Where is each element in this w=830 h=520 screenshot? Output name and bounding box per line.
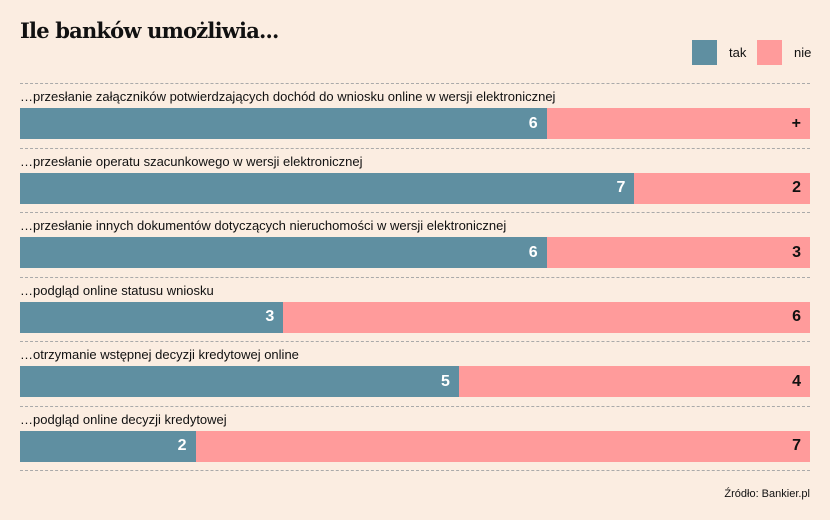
bar-value-tak: 5 xyxy=(440,372,450,390)
divider xyxy=(20,341,810,342)
chart-title: Ile banków umożliwia... xyxy=(20,18,279,43)
bar-value-nie: + xyxy=(791,114,801,132)
divider xyxy=(20,405,810,407)
stacked-bar: 6 + xyxy=(20,108,810,139)
bar-value-nie: 7 xyxy=(792,437,801,454)
row-label: …przesłanie operatu szacunkowego w wersj… xyxy=(20,153,363,169)
bar-segment-tak: 6 xyxy=(20,237,547,268)
row-label: …przesłanie innych dokumentów dotyczącyc… xyxy=(20,218,507,233)
bar-value-tak: 2 xyxy=(177,437,187,454)
bar-value-tak: 6 xyxy=(528,243,538,261)
bar-segment-tak: 3 xyxy=(20,301,284,333)
bar-value-nie: 6 xyxy=(792,308,801,325)
bar-value-nie: 2 xyxy=(792,179,801,196)
legend: tak nie xyxy=(692,40,822,65)
bar-segment-nie: 4 xyxy=(458,366,810,397)
bar-value-tak: 7 xyxy=(616,179,626,196)
legend-label-nie: nie xyxy=(794,45,812,60)
bar-value-tak: 3 xyxy=(265,308,275,325)
bar-segment-tak: 7 xyxy=(20,172,635,204)
legend-label-tak: tak xyxy=(729,45,747,60)
row-label: …podgląd online statusu wniosku xyxy=(20,282,214,298)
divider xyxy=(20,147,810,149)
divider xyxy=(20,212,810,213)
bar-segment-nie: 7 xyxy=(195,430,810,462)
bar-value-nie: 4 xyxy=(792,372,801,390)
bar-segment-tak: 2 xyxy=(20,430,196,462)
legend-swatch-nie xyxy=(757,40,782,65)
bar-value-nie: 3 xyxy=(792,243,801,261)
legend-item-nie: nie xyxy=(757,40,811,65)
legend-item-tak: tak xyxy=(692,40,746,65)
bar-segment-nie: 3 xyxy=(546,237,810,268)
row-label: …otrzymanie wstępnej decyzji kredytowej … xyxy=(20,347,299,362)
row-label: …przesłanie załączników potwierdzających… xyxy=(20,89,556,104)
row-label: …podgląd online decyzji kredytowej xyxy=(20,411,227,427)
divider xyxy=(20,470,810,471)
bar-segment-nie: + xyxy=(546,108,810,139)
bar-segment-nie: 2 xyxy=(634,172,810,204)
bar-segment-tak: 6 xyxy=(20,108,547,139)
bar-value-tak: 6 xyxy=(528,114,538,132)
bar-segment-nie: 6 xyxy=(283,301,810,333)
legend-swatch-tak xyxy=(692,40,717,65)
divider xyxy=(20,276,810,278)
source-note: Źródło: Bankier.pl xyxy=(724,488,810,500)
divider xyxy=(20,83,810,84)
bar-segment-tak: 5 xyxy=(20,366,459,397)
